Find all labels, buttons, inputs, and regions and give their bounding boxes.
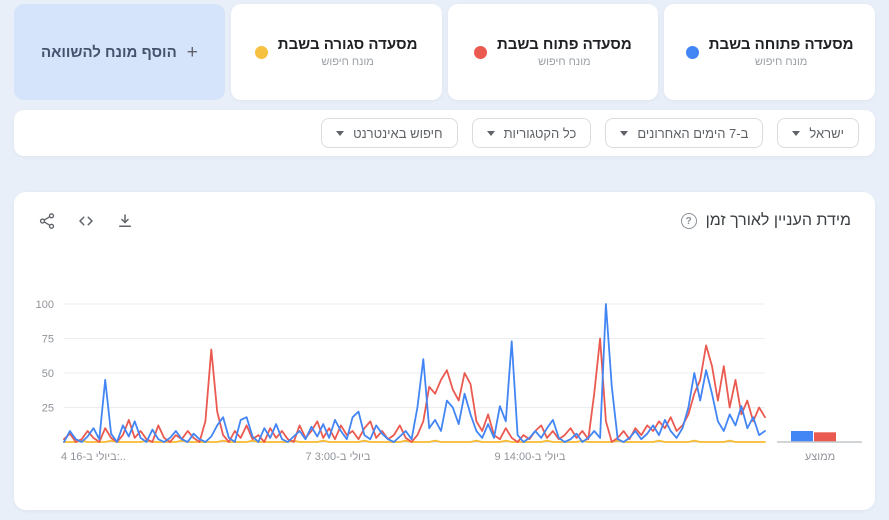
time-range-filter-dropdown[interactable]: ב-7 הימים האחרונים	[605, 118, 764, 148]
category-filter-value: כל הקטגוריות	[503, 125, 577, 141]
y-tick-75: 75	[42, 334, 54, 346]
time-range-filter-value: ב-7 הימים האחרונים	[637, 125, 749, 141]
x-axis-labels: 4 ביולי ב-16:.. 7 ביולי ב-3:00 9 ביולי ב…	[61, 450, 566, 463]
term-title: מסעדה סגורה בשבת	[277, 36, 418, 53]
chevron-down-icon	[486, 130, 495, 136]
term-card-open-shabbat[interactable]: מסעדה פתוחה בשבת מונח חיפוש	[664, 4, 875, 100]
average-panel: ממוצע	[777, 431, 862, 463]
y-axis-labels: 100 75 50 25	[36, 299, 54, 415]
chart-title: מידת העניין לאורך זמן	[705, 212, 851, 229]
chevron-down-icon	[336, 130, 345, 136]
embed-icon[interactable]	[77, 212, 95, 230]
category-filter-dropdown[interactable]: כל הקטגוריות	[471, 118, 592, 148]
search-type-filter-dropdown[interactable]: חיפוש באינטרנט	[321, 118, 458, 148]
filter-bar: ישראל ב-7 הימים האחרונים כל הקטגוריות חי…	[14, 110, 875, 156]
region-filter-value: ישראל	[809, 125, 844, 141]
term-text: מסעדה פתוח בשבת מונח חיפוש	[497, 36, 632, 68]
interest-over-time-chart[interactable]: 100 75 50 25 4 ביולי ב-16:.. 7 ביולי ב-3…	[14, 284, 875, 510]
chart-actions	[38, 212, 134, 230]
term-content: מסעדה פתוחה בשבת מונח חיפוש	[685, 36, 854, 68]
term-card-closed-shabbat[interactable]: מסעדה סגורה בשבת מונח חיפוש	[230, 4, 442, 100]
download-icon[interactable]	[116, 212, 134, 230]
chevron-down-icon	[620, 130, 629, 136]
term-color-dot-yellow	[254, 45, 268, 59]
add-comparison-term-button[interactable]: + הוסף מונח להשוואה	[14, 4, 225, 100]
term-content: מסעדה פתוח בשבת מונח חיפוש	[474, 36, 632, 68]
region-filter-dropdown[interactable]: ישראל	[777, 118, 859, 148]
x-tick-jul7: 7 ביולי ב-3:00	[306, 450, 371, 463]
chart-header: מידת העניין לאורך זמן ?	[14, 192, 875, 230]
interest-over-time-card: מידת העניין לאורך זמן ?	[14, 192, 875, 510]
average-bars	[791, 431, 836, 442]
term-text: מסעדה סגורה בשבת מונח חיפוש	[278, 36, 418, 68]
x-tick-jul9: 9 ביולי ב-14:00	[495, 450, 566, 463]
term-text: מסעדה פתוחה בשבת מונח חיפוש	[709, 36, 854, 68]
term-color-dot-blue	[685, 45, 699, 59]
y-tick-100: 100	[36, 299, 54, 311]
term-title: מסעדה פתוחה בשבת	[708, 36, 854, 53]
chart-title-group: מידת העניין לאורך זמן ?	[680, 212, 851, 230]
chevron-down-icon	[792, 130, 801, 136]
term-card-open2-shabbat[interactable]: מסעדה פתוח בשבת מונח חיפוש	[447, 4, 659, 100]
share-icon[interactable]	[38, 212, 56, 230]
term-subtitle: מונח חיפוש	[538, 56, 591, 68]
y-tick-25: 25	[42, 403, 54, 415]
x-tick-jul4: 4 ביולי ב-16:..	[61, 450, 126, 463]
series-lines[interactable]	[63, 303, 766, 443]
average-label: ממוצע	[805, 451, 835, 463]
term-subtitle: מונח חיפוש	[321, 56, 374, 68]
add-term-label: הוסף מונח להשוואה	[40, 43, 177, 61]
term-color-dot-red	[474, 45, 488, 59]
plus-icon: +	[186, 41, 198, 63]
term-title: מסעדה פתוח בשבת	[497, 36, 632, 53]
comparison-cards-row: מסעדה פתוחה בשבת מונח חיפוש מסעדה פתוח ב…	[14, 4, 875, 100]
y-tick-50: 50	[42, 368, 54, 380]
term-content: מסעדה סגורה בשבת מונח חיפוש	[254, 36, 418, 68]
search-type-filter-value: חיפוש באינטרנט	[353, 125, 443, 141]
help-icon[interactable]: ?	[680, 213, 697, 229]
term-subtitle: מונח חיפוש	[754, 56, 808, 68]
